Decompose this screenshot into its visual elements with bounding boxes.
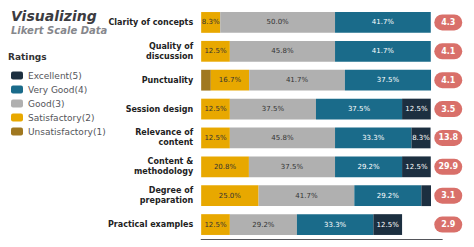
svg-text:Relevance of: Relevance of [135,128,194,137]
svg-text:12.5%: 12.5% [204,221,227,229]
svg-text:41.7%: 41.7% [372,18,395,26]
svg-text:Excellent(5): Excellent(5) [28,71,82,81]
svg-text:Satisfactory(2): Satisfactory(2) [28,113,94,123]
svg-text:12.5%: 12.5% [377,221,400,229]
svg-text:8.3%: 8.3% [202,18,220,26]
svg-text:Unsatisfactory(1): Unsatisfactory(1) [28,127,106,137]
svg-text:29.2%: 29.2% [252,221,275,229]
svg-text:Degree of: Degree of [149,186,194,195]
svg-text:16.7%: 16.7% [219,76,242,84]
svg-text:41.7%: 41.7% [372,47,395,55]
svg-text:Good(3): Good(3) [28,99,64,109]
svg-text:29.9: 29.9 [438,162,458,171]
svg-text:20.8%: 20.8% [214,163,237,171]
svg-text:33.3%: 33.3% [362,134,385,142]
svg-text:50.0%: 50.0% [266,18,289,26]
svg-text:discussion: discussion [146,52,193,61]
svg-text:37.5%: 37.5% [281,163,304,171]
svg-text:12.5%: 12.5% [204,134,227,142]
svg-text:Quality of: Quality of [149,42,194,51]
svg-text:8.3%: 8.3% [412,134,430,142]
svg-text:preparation: preparation [140,196,194,205]
svg-text:12.5%: 12.5% [204,47,227,55]
svg-text:12.5%: 12.5% [405,105,428,113]
svg-text:41.7%: 41.7% [286,76,309,84]
svg-text:Content &: Content & [148,157,194,166]
svg-text:Punctuality: Punctuality [142,76,194,85]
svg-text:4.3: 4.3 [441,18,455,27]
svg-text:3.1: 3.1 [441,191,456,200]
svg-text:41.7%: 41.7% [295,192,318,200]
svg-text:45.8%: 45.8% [271,134,294,142]
svg-text:Visualizing: Visualizing [11,8,97,24]
svg-text:37.5%: 37.5% [377,76,400,84]
svg-text:29.2%: 29.2% [377,192,400,200]
svg-text:13.8: 13.8 [438,133,458,142]
svg-text:Likert Scale Data: Likert Scale Data [11,25,107,36]
svg-text:37.5%: 37.5% [348,105,371,113]
svg-text:4.1: 4.1 [441,47,456,56]
svg-text:Very Good(4): Very Good(4) [28,85,87,95]
svg-text:methodology: methodology [134,167,194,176]
svg-text:12.5%: 12.5% [405,163,428,171]
svg-text:content: content [158,138,193,147]
svg-text:3.5: 3.5 [441,105,456,114]
svg-text:25.0%: 25.0% [219,192,242,200]
svg-text:12.5%: 12.5% [204,105,227,113]
svg-text:2.9: 2.9 [441,220,456,229]
svg-text:33.3%: 33.3% [324,221,347,229]
svg-text:Session design: Session design [126,105,194,114]
svg-text:29.2%: 29.2% [357,163,380,171]
svg-text:45.8%: 45.8% [271,47,294,55]
svg-text:Practical examples: Practical examples [108,220,193,229]
svg-text:37.5%: 37.5% [262,105,285,113]
svg-text:Ratings: Ratings [8,52,47,62]
svg-text:4.1: 4.1 [441,76,456,85]
svg-text:Clarity of concepts: Clarity of concepts [108,18,193,27]
